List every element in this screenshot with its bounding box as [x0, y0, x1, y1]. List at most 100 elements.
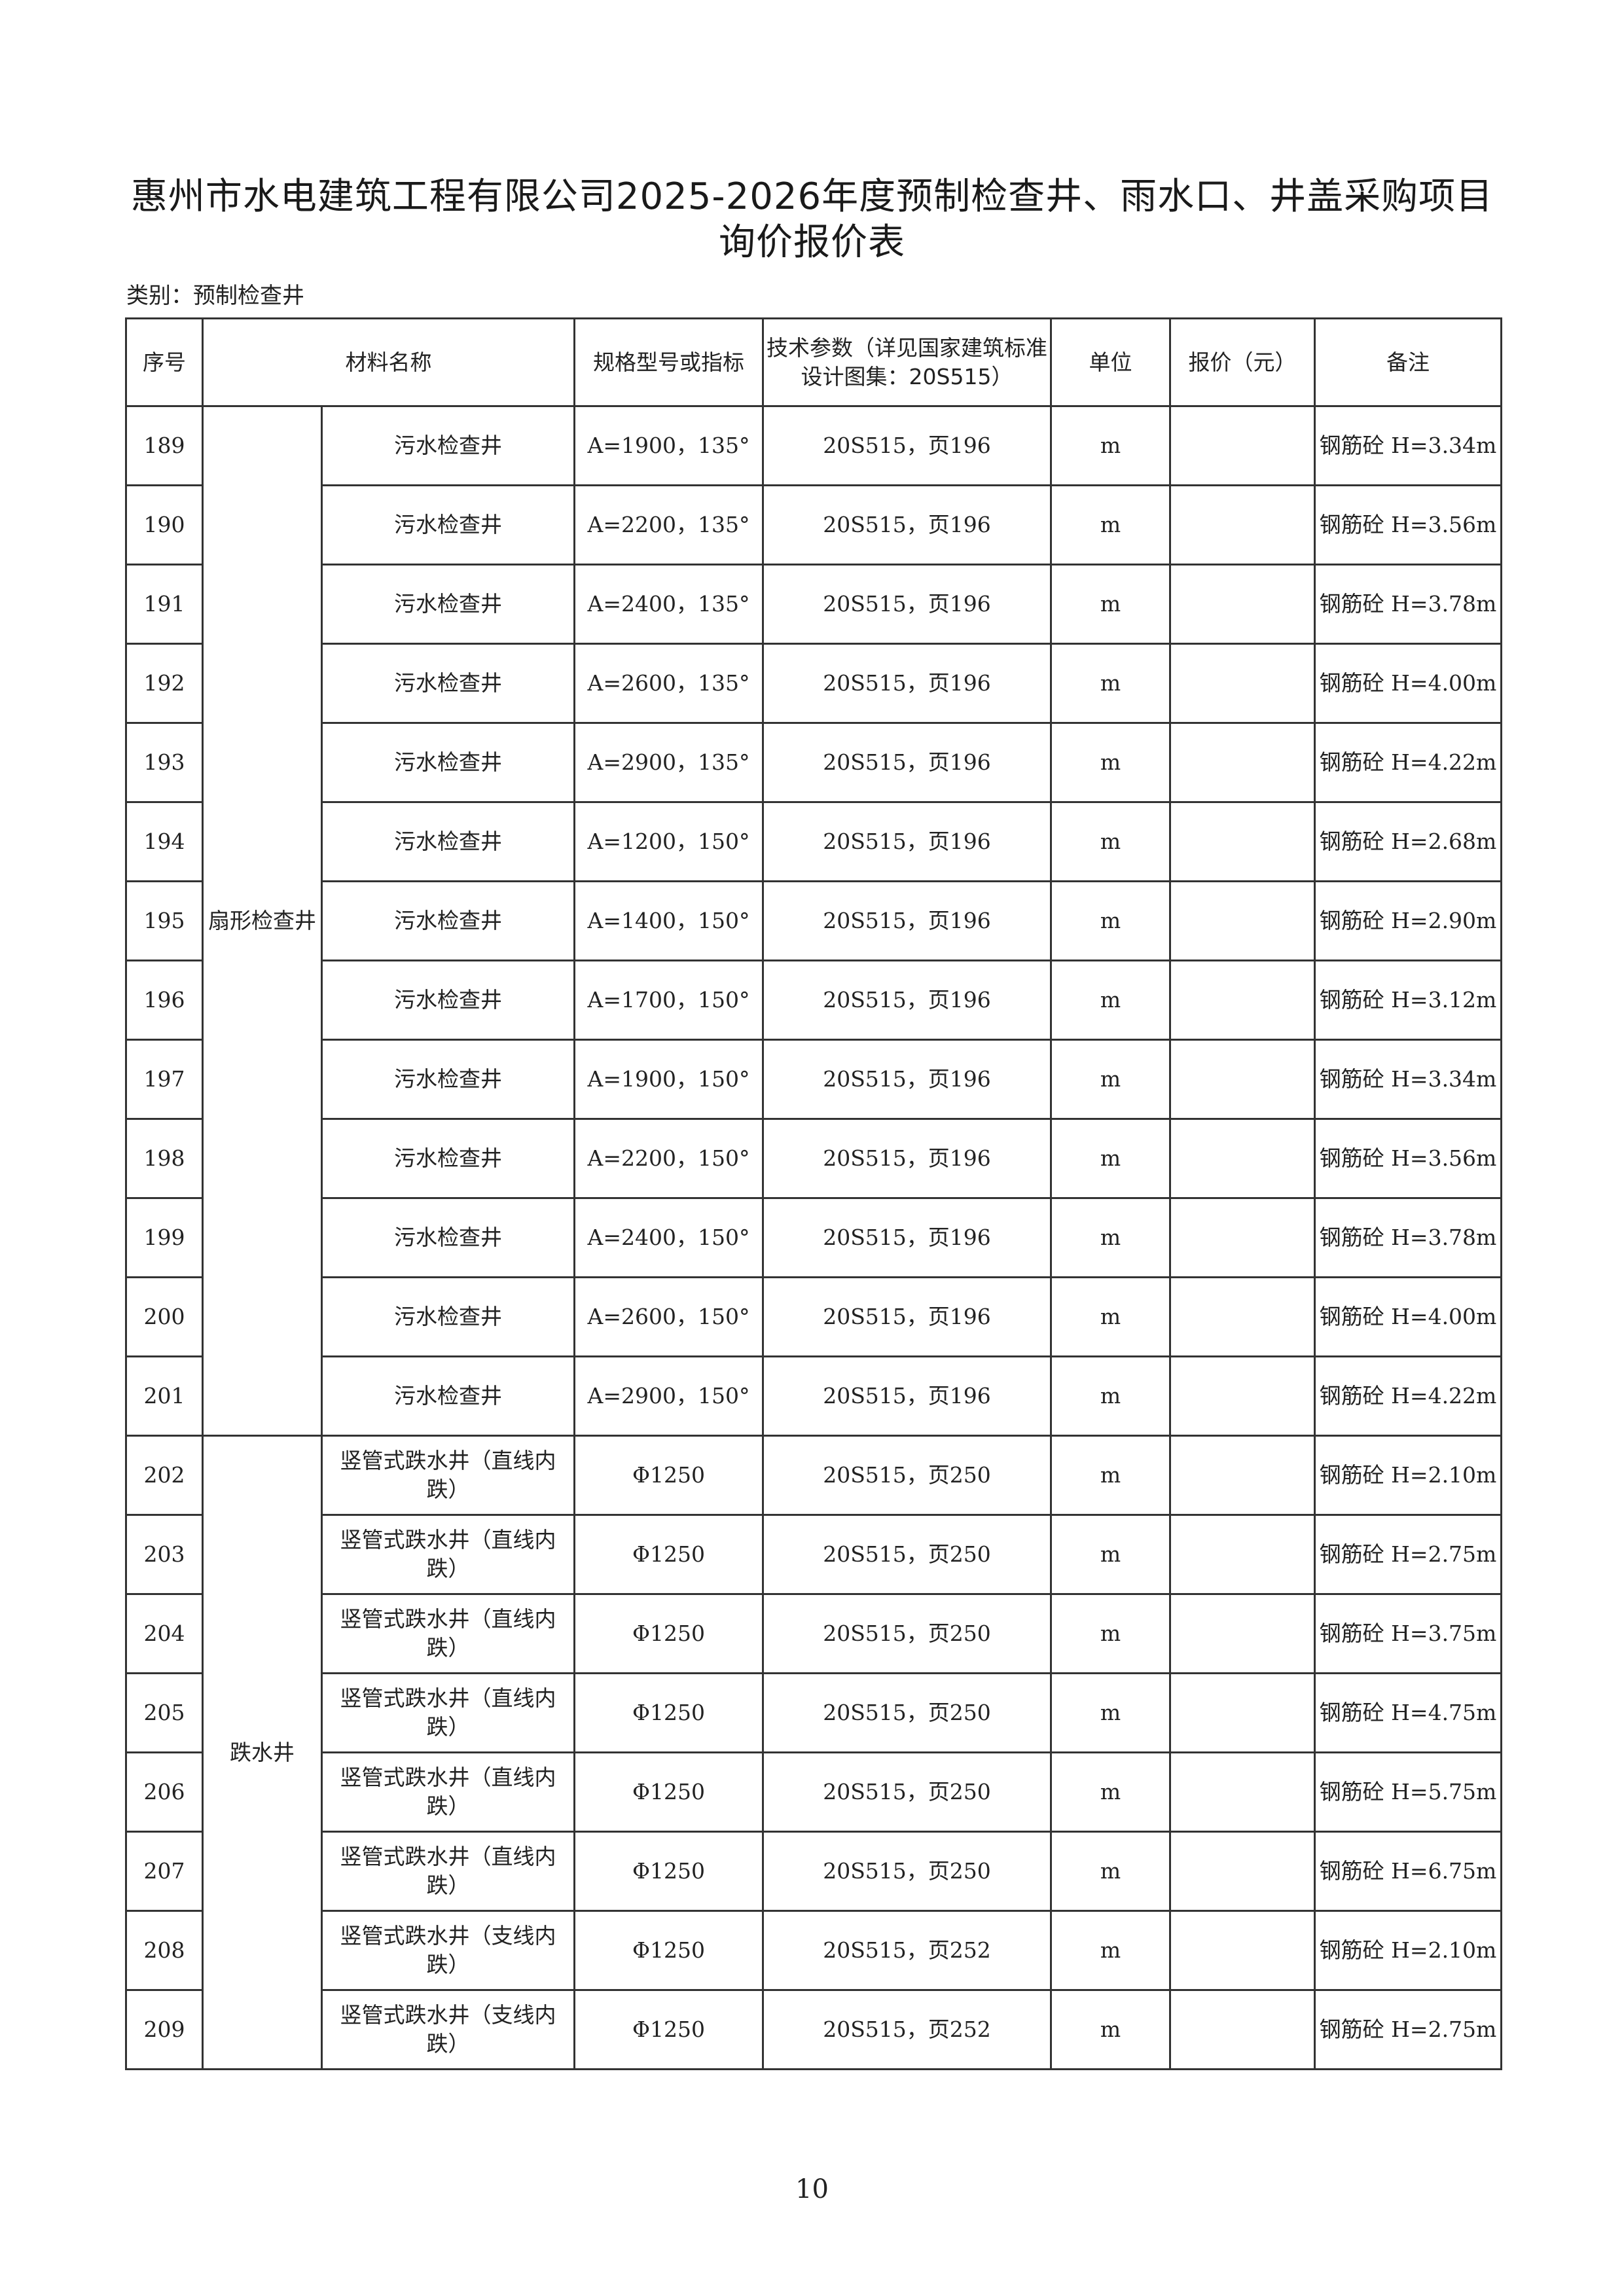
price-cell[interactable]: [1169, 405, 1316, 486]
price-cell[interactable]: [1169, 1831, 1316, 1912]
tech-params-cell: 20S515，页250: [762, 1831, 1052, 1912]
spec-cell: A=2900，150°: [573, 1355, 764, 1437]
price-cell[interactable]: [1169, 1197, 1316, 1278]
material-name-cell: 污水检查井: [321, 405, 575, 486]
note-cell: 钢筋砼 H=4.00m: [1314, 1276, 1502, 1357]
material-name-cell: 污水检查井: [321, 564, 575, 645]
unit-cell: m: [1050, 880, 1171, 961]
row-number-cell: 191: [125, 564, 204, 645]
spec-cell: A=1900，135°: [573, 405, 764, 486]
price-cell[interactable]: [1169, 1118, 1316, 1199]
unit-cell: m: [1050, 564, 1171, 645]
document-title: 惠州市水电建筑工程有限公司2025-2026年度预制检查井、雨水口、井盖采购项目: [130, 175, 1494, 218]
group-name-cell: 扇形检查井: [202, 405, 323, 1437]
header-unit: 单位: [1050, 317, 1171, 407]
header-material-name: 材料名称: [202, 317, 575, 407]
row-number-cell: 190: [125, 484, 204, 565]
material-name-cell: 竖管式跌水井（直线内跌）: [321, 1831, 575, 1912]
tech-params-cell: 20S515，页196: [762, 564, 1052, 645]
unit-cell: m: [1050, 1197, 1171, 1278]
unit-cell: m: [1050, 1039, 1171, 1120]
row-number-cell: 204: [125, 1593, 204, 1674]
price-cell[interactable]: [1169, 1514, 1316, 1595]
tech-params-cell: 20S515，页196: [762, 1197, 1052, 1278]
material-name-cell: 污水检查井: [321, 484, 575, 565]
spec-cell: Φ1250: [573, 1435, 764, 1516]
note-cell: 钢筋砼 H=2.75m: [1314, 1989, 1502, 2070]
document-subtitle: 询价报价表: [719, 221, 905, 264]
price-cell[interactable]: [1169, 1989, 1316, 2070]
price-cell[interactable]: [1169, 880, 1316, 961]
price-cell[interactable]: [1169, 1672, 1316, 1753]
header-no: 序号: [125, 317, 204, 407]
note-cell: 钢筋砼 H=6.75m: [1314, 1831, 1502, 1912]
tech-params-cell: 20S515，页196: [762, 722, 1052, 803]
note-cell: 钢筋砼 H=4.75m: [1314, 1672, 1502, 1753]
spec-cell: A=1400，150°: [573, 880, 764, 961]
tech-params-cell: 20S515，页196: [762, 1118, 1052, 1199]
row-number-cell: 202: [125, 1435, 204, 1516]
table-row: 207 竖管式跌水井（直线内跌） Φ1250 20S515，页250 m 钢筋砼 H=6.…: [125, 1831, 1502, 1912]
row-number-cell: 201: [125, 1355, 204, 1437]
note-cell: 钢筋砼 H=3.78m: [1314, 564, 1502, 645]
table-row: 196 污水检查井 A=1700，150° 20S515，页196 m 钢筋砼 H=3.1…: [125, 960, 1502, 1041]
material-name-cell: 竖管式跌水井（直线内跌）: [321, 1751, 575, 1833]
tech-params-cell: 20S515，页196: [762, 1355, 1052, 1437]
header-note: 备注: [1314, 317, 1502, 407]
tech-params-cell: 20S515，页250: [762, 1672, 1052, 1753]
material-name-cell: 污水检查井: [321, 1039, 575, 1120]
price-cell[interactable]: [1169, 564, 1316, 645]
unit-cell: m: [1050, 1435, 1171, 1516]
note-cell: 钢筋砼 H=3.34m: [1314, 405, 1502, 486]
table-row: 197 污水检查井 A=1900，150° 20S515，页196 m 钢筋砼 H=3.3…: [125, 1039, 1502, 1120]
spec-cell: A=2400，150°: [573, 1197, 764, 1278]
material-name-cell: 污水检查井: [321, 1197, 575, 1278]
note-cell: 钢筋砼 H=5.75m: [1314, 1751, 1502, 1833]
price-cell[interactable]: [1169, 722, 1316, 803]
price-cell[interactable]: [1169, 484, 1316, 565]
category-label: 类别：预制检查井: [126, 283, 304, 309]
note-cell: 钢筋砼 H=2.10m: [1314, 1910, 1502, 1991]
table-row: 208 竖管式跌水井（支线内跌） Φ1250 20S515，页252 m 钢筋砼 H=2.…: [125, 1910, 1502, 1991]
material-name-cell: 污水检查井: [321, 1355, 575, 1437]
row-number-cell: 208: [125, 1910, 204, 1991]
table-row: 194 污水检查井 A=1200，150° 20S515，页196 m 钢筋砼 H=2.6…: [125, 801, 1502, 882]
row-number-cell: 205: [125, 1672, 204, 1753]
price-cell[interactable]: [1169, 1751, 1316, 1833]
table-row: 192 污水检查井 A=2600，135° 20S515，页196 m 钢筋砼 H=4.0…: [125, 643, 1502, 724]
row-number-cell: 207: [125, 1831, 204, 1912]
price-cell[interactable]: [1169, 643, 1316, 724]
row-number-cell: 195: [125, 880, 204, 961]
tech-params-cell: 20S515，页250: [762, 1514, 1052, 1595]
unit-cell: m: [1050, 1276, 1171, 1357]
price-cell[interactable]: [1169, 1355, 1316, 1437]
header-row: 序号 材料名称 规格型号或指标 技术参数（详见国家建筑标准设计图集：20S515…: [125, 317, 1502, 407]
note-cell: 钢筋砼 H=4.22m: [1314, 722, 1502, 803]
note-cell: 钢筋砼 H=3.56m: [1314, 484, 1502, 565]
price-cell[interactable]: [1169, 1276, 1316, 1357]
tech-params-cell: 20S515，页196: [762, 880, 1052, 961]
note-cell: 钢筋砼 H=3.75m: [1314, 1593, 1502, 1674]
table-row: 201 污水检查井 A=2900，150° 20S515，页196 m 钢筋砼 H=4.2…: [125, 1355, 1502, 1437]
tech-params-cell: 20S515，页196: [762, 643, 1052, 724]
material-name-cell: 污水检查井: [321, 1118, 575, 1199]
material-name-cell: 污水检查井: [321, 643, 575, 724]
price-cell[interactable]: [1169, 960, 1316, 1041]
spec-cell: A=2600，150°: [573, 1276, 764, 1357]
tech-params-cell: 20S515，页252: [762, 1989, 1052, 2070]
price-cell[interactable]: [1169, 801, 1316, 882]
price-cell[interactable]: [1169, 1435, 1316, 1516]
unit-cell: m: [1050, 484, 1171, 565]
material-name-cell: 竖管式跌水井（支线内跌）: [321, 1989, 575, 2070]
material-name-cell: 污水检查井: [321, 960, 575, 1041]
unit-cell: m: [1050, 960, 1171, 1041]
table-row: 199 污水检查井 A=2400，150° 20S515，页196 m 钢筋砼 H=3.7…: [125, 1197, 1502, 1278]
tech-params-cell: 20S515，页196: [762, 801, 1052, 882]
price-cell[interactable]: [1169, 1910, 1316, 1991]
row-number-cell: 209: [125, 1989, 204, 2070]
unit-cell: m: [1050, 1831, 1171, 1912]
quote-table: 序号 材料名称 规格型号或指标 技术参数（详见国家建筑标准设计图集：20S515…: [125, 317, 1502, 2070]
spec-cell: Φ1250: [573, 1989, 764, 2070]
price-cell[interactable]: [1169, 1593, 1316, 1674]
price-cell[interactable]: [1169, 1039, 1316, 1120]
